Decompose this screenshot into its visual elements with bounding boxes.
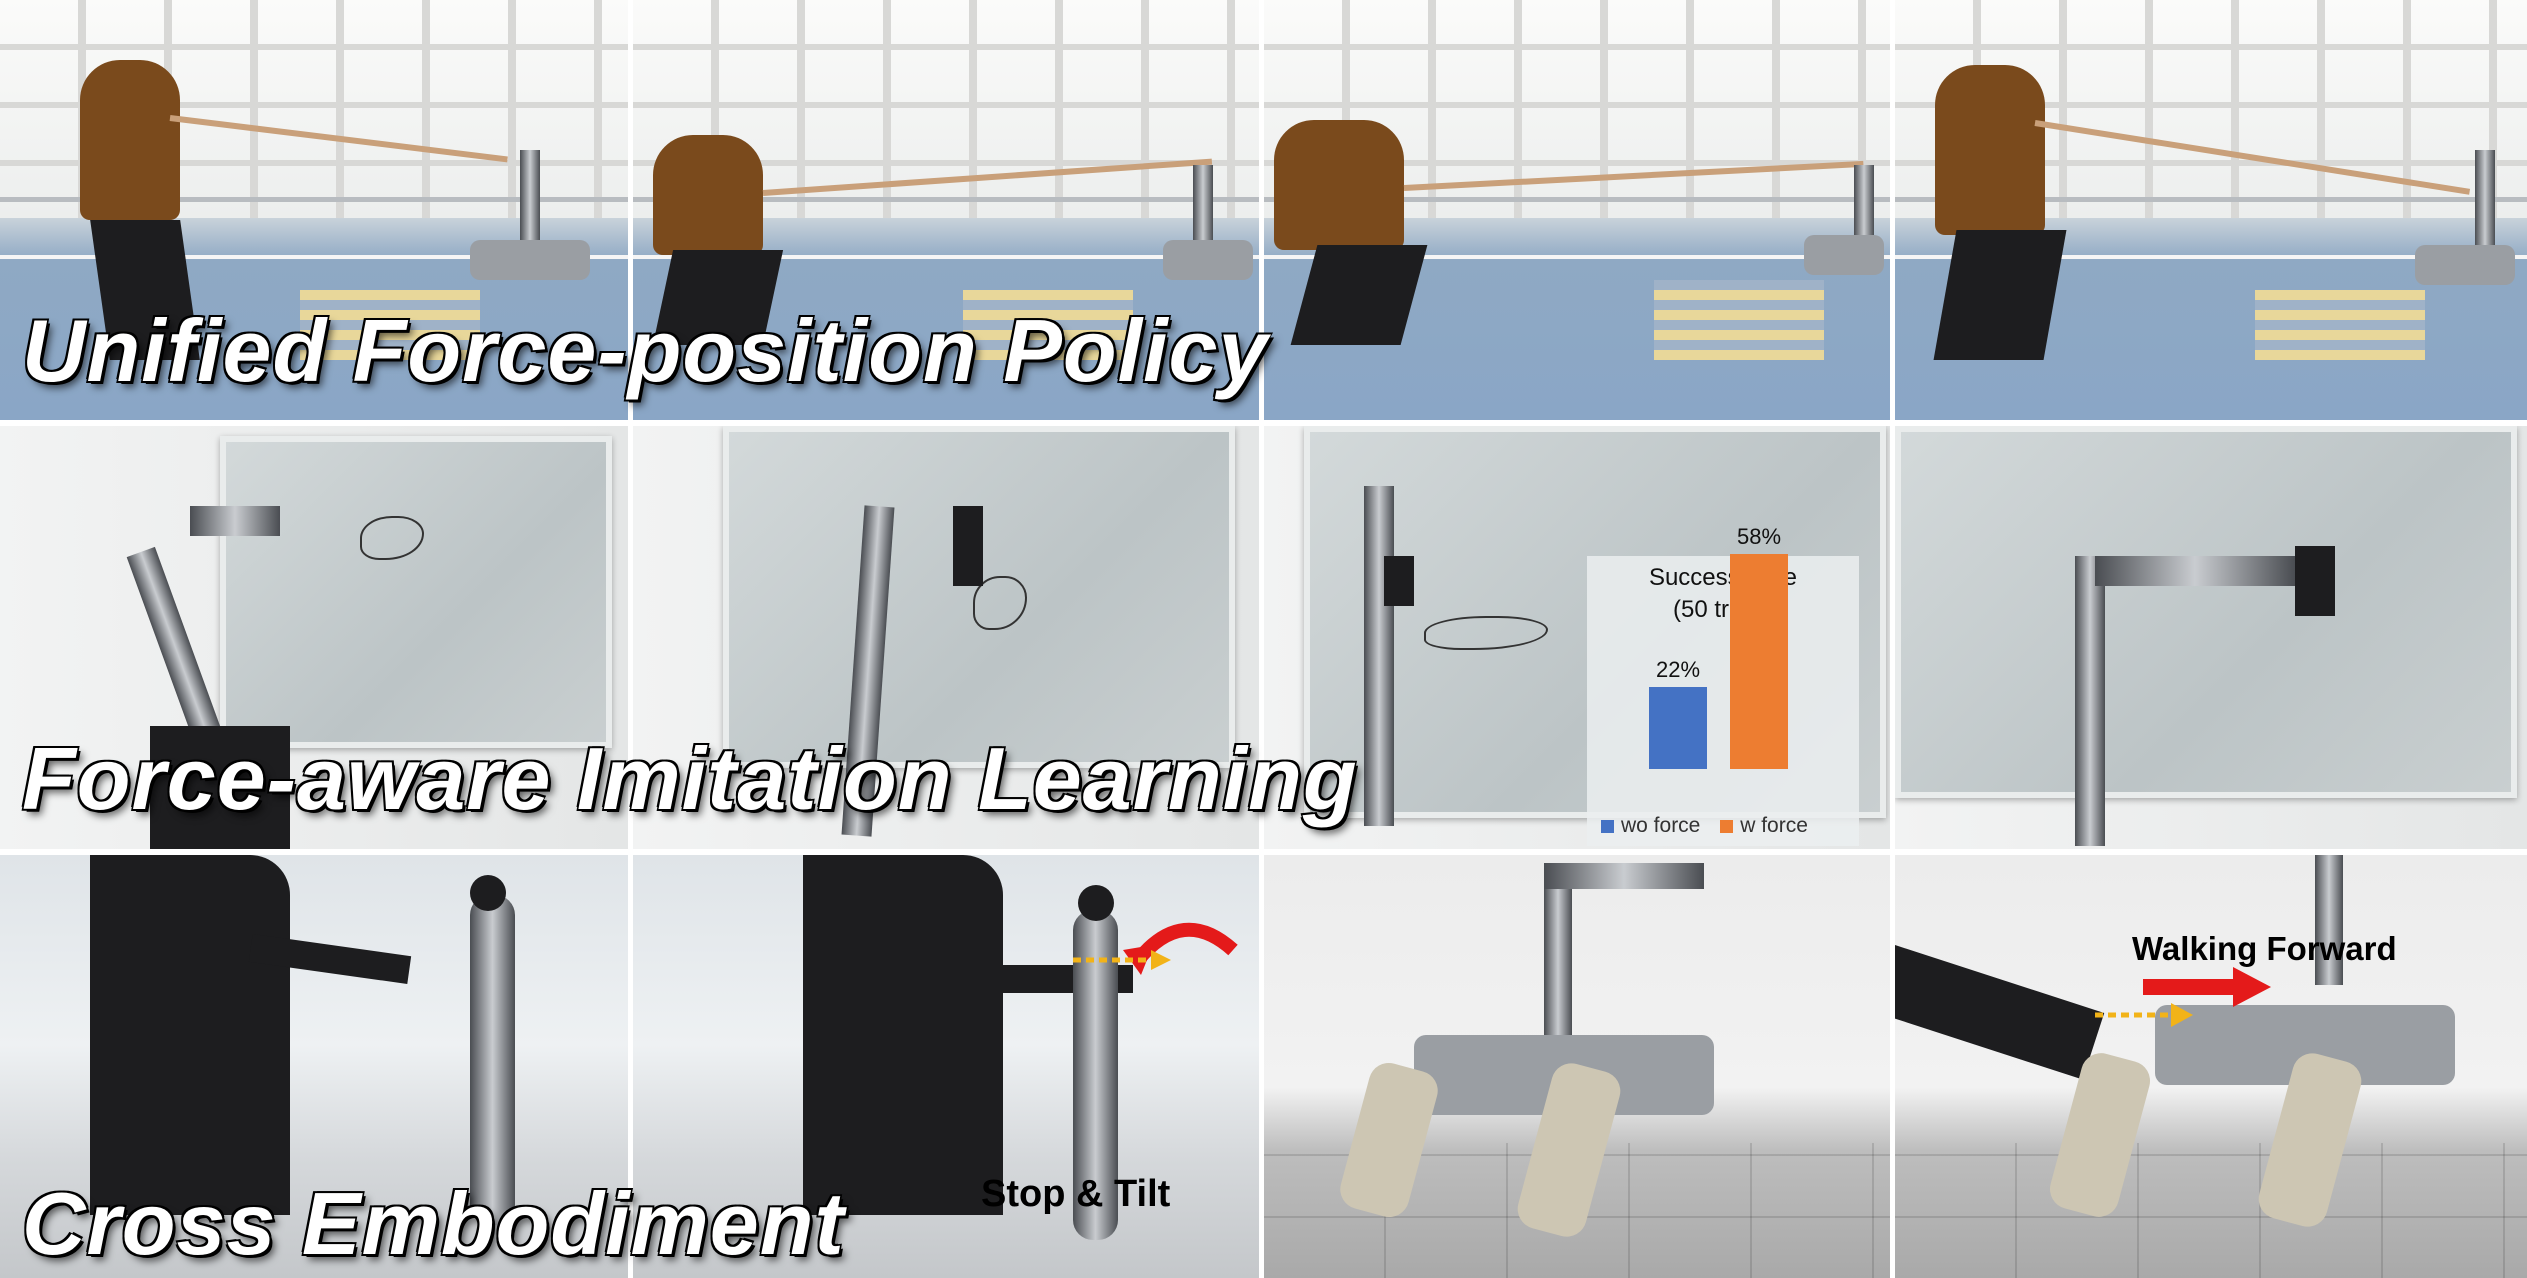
- chart-subtitle: (50 trials): [1587, 596, 1859, 624]
- walking-forward-arrow-icon: [2143, 967, 2273, 1007]
- chart-legend: wo force w force: [1601, 814, 1808, 838]
- legend-label-wo-force: wo force: [1621, 814, 1700, 837]
- bar-wo-force: [1649, 687, 1707, 769]
- caption-cross-embodiment: Cross Embodiment: [22, 1173, 845, 1275]
- success-rate-chart: Success Rate (50 trials) 22% 58% wo force…: [1587, 426, 1859, 849]
- bar-w-force: [1730, 554, 1788, 769]
- legend-label-w-force: w force: [1740, 814, 1808, 837]
- photo-tug-3: [1264, 0, 1890, 420]
- row-unified-force-position: Unified Force-position Policy: [0, 0, 2527, 420]
- legend-swatch-w-force: [1720, 820, 1733, 833]
- row-force-aware-imitation: Success Rate (50 trials) 22% 58% wo force…: [0, 426, 2527, 849]
- bar-value-label-wo-force: 22%: [1638, 657, 1718, 683]
- force-arrow-icon: [1073, 945, 1173, 975]
- photo-tug-4: [1895, 0, 2527, 420]
- photo-quadruped-arm-2: Walking Forward: [1895, 855, 2527, 1278]
- walking-forward-label: Walking Forward: [2132, 930, 2397, 968]
- photo-quadruped-arm-1: [1264, 855, 1890, 1278]
- photo-whiteboard-4: [1895, 426, 2527, 849]
- caption-unified-force-position: Unified Force-position Policy: [22, 300, 1268, 402]
- stop-tilt-label: Stop & Tilt: [981, 1173, 1170, 1216]
- row-cross-embodiment: Stop & Tilt Walking Forward Cross Embodi…: [0, 855, 2527, 1278]
- chart-title: Success Rate: [1587, 564, 1859, 592]
- legend-swatch-wo-force: [1601, 820, 1614, 833]
- bar-value-label-w-force: 58%: [1719, 524, 1799, 550]
- caption-force-aware-imitation: Force-aware Imitation Learning: [22, 728, 1358, 830]
